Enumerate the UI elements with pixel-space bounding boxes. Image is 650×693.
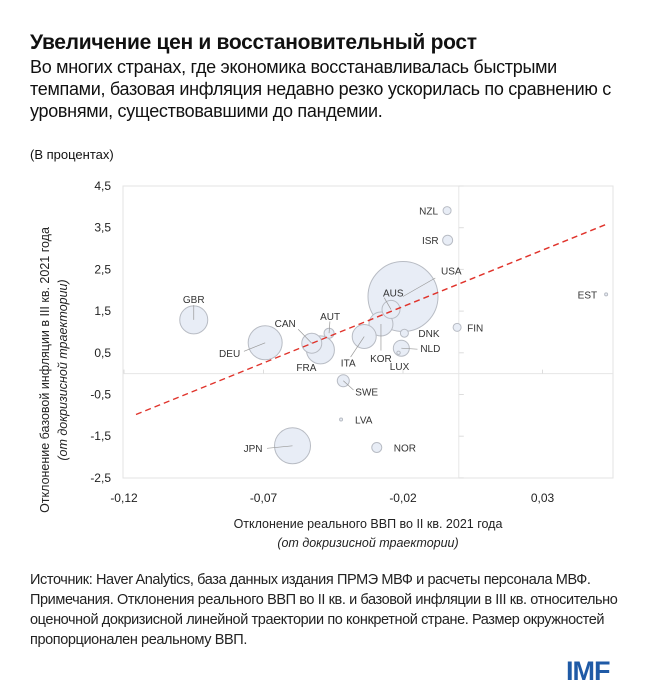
leader-line xyxy=(350,336,365,358)
trend-line xyxy=(135,223,608,416)
y-tick-label: -0,5 xyxy=(90,388,111,402)
bubble-chart: 4,5 3,5 2,5 1,5 0,5 -0,5 -1,5 -2,5 -0,12 -0,07 -0,… xyxy=(38,179,614,550)
bubble-est xyxy=(604,292,609,297)
y-axis-sublabel: (от докризисной траектории) xyxy=(56,279,70,460)
point-label-ita: ITA xyxy=(341,359,356,370)
leader-line xyxy=(266,445,293,449)
point-label-est: EST xyxy=(578,290,597,301)
source-note: Источник: Haver Analytics, база данных и… xyxy=(30,572,591,588)
y-tick-label: 1,5 xyxy=(94,304,111,318)
point-label-fra: FRA xyxy=(296,363,316,374)
chart-subtitle: Во многих странах, где экономика восстан… xyxy=(30,57,611,121)
x-tick-label: -0,02 xyxy=(389,491,417,505)
notes: Источник: Haver Analytics, база данных и… xyxy=(30,570,630,650)
point-label-nld: NLD xyxy=(420,344,440,355)
leader-line xyxy=(402,277,436,297)
point-label-nor: NOR xyxy=(394,443,416,454)
y-tick-label: 4,5 xyxy=(94,179,111,193)
x-axis-sublabel: (от докризисной траектории) xyxy=(277,536,458,550)
y-tick-label: -2,5 xyxy=(90,471,111,485)
x-axis-label: Отклонение реального ВВП во II кв. 2021 … xyxy=(234,517,503,531)
y-tick-label: 2,5 xyxy=(94,262,111,276)
point-label-nzl: NZL xyxy=(419,207,438,218)
point-label-isr: ISR xyxy=(422,236,439,247)
x-tick-label: -0,07 xyxy=(250,491,278,505)
bubble-lux xyxy=(396,350,401,356)
point-label-dnk: DNK xyxy=(418,329,439,340)
leader-line xyxy=(383,297,392,310)
y-tick-label: -1,5 xyxy=(90,429,111,443)
point-label-kor: KOR xyxy=(370,354,392,365)
point-label-jpn: JPN xyxy=(244,444,263,455)
point-label-can: CAN xyxy=(275,319,296,330)
y-tick-label: 0,5 xyxy=(94,346,111,360)
point-label-deu: DEU xyxy=(219,349,240,360)
bubble-dnk xyxy=(399,328,409,338)
plot-frame xyxy=(122,185,614,479)
point-label-fin: FIN xyxy=(467,323,483,334)
chart-title: Увеличение цен и восстановительный рост xyxy=(30,31,477,54)
point-label-aut: AUT xyxy=(320,312,340,323)
imf-logo: IMF xyxy=(566,656,610,686)
point-label-lva: LVA xyxy=(355,416,373,427)
point-label-aus: AUS xyxy=(383,288,404,299)
bubble-nor xyxy=(371,441,383,453)
leader-line xyxy=(297,328,313,344)
leader-line xyxy=(328,321,331,334)
footnote: Примечания. Отклонения реального ВВП во … xyxy=(30,592,618,648)
point-label-gbr: GBR xyxy=(183,295,205,306)
leader-line xyxy=(401,347,418,350)
bubble-fin xyxy=(452,322,462,332)
point-label-lux: LUX xyxy=(390,362,410,373)
point-label-swe: SWE xyxy=(355,388,378,399)
units-label: (В процентах) xyxy=(30,147,114,162)
x-tick-label: -0,12 xyxy=(110,491,138,505)
point-label-usa: USA xyxy=(441,267,462,278)
bubble-nzl xyxy=(442,206,452,216)
y-tick-label: 3,5 xyxy=(94,221,111,235)
leader-line xyxy=(343,380,354,391)
x-tick-label: 0,03 xyxy=(531,491,555,505)
bubble-lva xyxy=(339,417,344,422)
y-axis-label: Отклонение базовой инфляции в III кв. 20… xyxy=(38,227,52,513)
bubble-isr xyxy=(442,234,454,246)
leader-line xyxy=(243,342,266,352)
